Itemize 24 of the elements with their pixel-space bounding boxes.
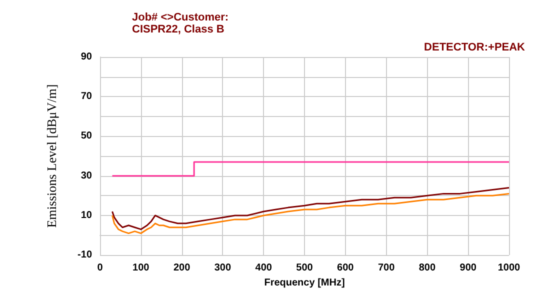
- y-tick-label: 10: [80, 210, 92, 221]
- x-tick-label: 800: [418, 262, 436, 274]
- text: Job# <>Customer:: [132, 12, 229, 24]
- y-tick-label: 50: [80, 130, 92, 142]
- y-tick-label: 90: [80, 52, 92, 62]
- x-tick-label: 400: [255, 262, 272, 274]
- y-tick-label: 30: [80, 170, 92, 182]
- line-series: [112, 192, 510, 234]
- x-axis-title: Frequency [MHz]: [264, 278, 345, 288]
- x-tick-label: 0: [97, 262, 104, 274]
- x-tick-label: 700: [378, 262, 396, 274]
- x-tick-label: 500: [296, 262, 314, 274]
- x-tick-label: 200: [173, 262, 191, 274]
- line-series: [112, 186, 510, 230]
- x-tick-label: 100: [132, 262, 150, 274]
- x-tick-label: 900: [460, 262, 477, 274]
- y-tick-label: 70: [80, 91, 92, 102]
- text: CISPR22, Class B: [132, 24, 224, 36]
- y-axis-title: Emissions Level [dBμV/m]: [44, 84, 59, 228]
- text: DETECTOR:+PEAK: [424, 42, 526, 54]
- y-tick-label: -10: [78, 250, 92, 261]
- x-tick-label: 1000: [498, 262, 521, 274]
- x-tick-label: 600: [337, 262, 354, 274]
- x-tick-label: 300: [214, 262, 232, 274]
